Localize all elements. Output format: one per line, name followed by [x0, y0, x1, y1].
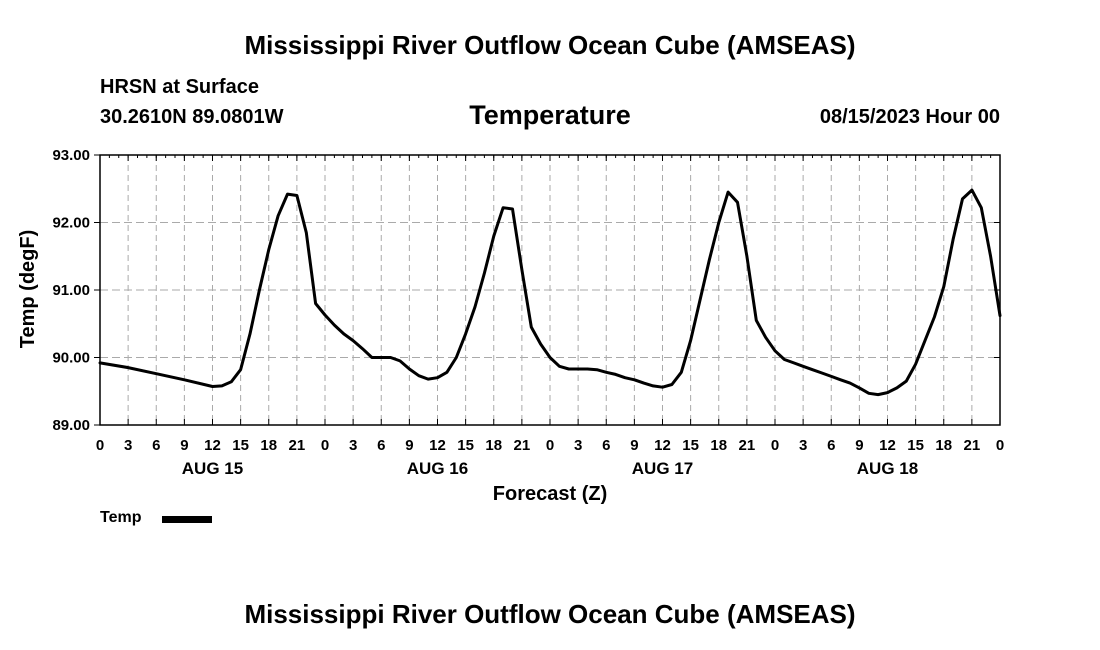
x-tick-label: 3 [124, 437, 132, 454]
x-tick-label: 6 [152, 437, 160, 454]
x-tick-label: 12 [429, 437, 446, 454]
x-tick-label: 0 [771, 437, 779, 454]
x-tick-label: 9 [180, 437, 188, 454]
legend-label: Temp [100, 509, 142, 526]
x-tick-label: 15 [232, 437, 249, 454]
x-tick-label: 12 [879, 437, 896, 454]
x-tick-label: 18 [485, 437, 502, 454]
x-tick-label: 9 [630, 437, 638, 454]
temp-series-line [98, 188, 1002, 397]
x-tick-label: 15 [682, 437, 699, 454]
day-label: AUG 17 [632, 459, 693, 478]
series-layer [98, 188, 1002, 397]
x-tick-label: 12 [654, 437, 671, 454]
x-tick-label: 6 [377, 437, 385, 454]
x-tick-label: 0 [996, 437, 1004, 454]
grid-lines [100, 155, 1000, 425]
station-name: HRSN at Surface [100, 76, 259, 98]
x-tick-label: 12 [204, 437, 221, 454]
x-tick-label: 0 [321, 437, 329, 454]
x-tick-label: 15 [457, 437, 474, 454]
x-axis-title: Forecast (Z) [493, 483, 607, 505]
x-tick-label: 3 [574, 437, 582, 454]
axes [94, 154, 1001, 426]
x-tick-label: 6 [827, 437, 835, 454]
x-tick-label: 9 [855, 437, 863, 454]
y-tick-label: 91.00 [52, 282, 90, 299]
x-tick-label: 15 [907, 437, 924, 454]
x-tick-label: 21 [514, 437, 531, 454]
day-label: AUG 16 [407, 459, 468, 478]
plot-border [99, 154, 1001, 426]
x-tick-label: 0 [546, 437, 554, 454]
y-tick-label: 93.00 [52, 147, 90, 164]
x-tick-label: 18 [710, 437, 727, 454]
run-time: 08/15/2023 Hour 00 [819, 106, 1000, 128]
x-tick-label: 9 [405, 437, 413, 454]
station-coordinates: 30.2610N 89.0801W [100, 106, 284, 128]
chart-title: Temperature [469, 100, 631, 130]
legend-swatch [162, 516, 212, 523]
tick-labels: 0 3 6 9 12 15 18 21 0 3 6 9 12 15 18 21 0 3 6 9 12 15 18 21 0 3 6 9… [52, 147, 1004, 478]
x-tick-label: 21 [964, 437, 981, 454]
x-tick-label: 3 [349, 437, 357, 454]
x-tick-label: 0 [96, 437, 104, 454]
x-tick-label: 6 [602, 437, 610, 454]
y-tick-label: 89.00 [52, 417, 90, 434]
main-title: Mississippi River Outflow Ocean Cube (AM… [244, 30, 856, 60]
y-tick-label: 92.00 [52, 215, 90, 232]
day-label: AUG 15 [182, 459, 243, 478]
y-axis-title: Temp (degF) [17, 230, 39, 349]
day-label: AUG 18 [857, 459, 918, 478]
temperature-chart: 0 3 6 9 12 15 18 21 0 3 6 9 12 15 18 21 0 3 6 9 12 15 18 21 0 3 6 9… [17, 147, 1004, 505]
x-tick-label: 18 [260, 437, 277, 454]
x-tick-label: 21 [739, 437, 756, 454]
footer-title: Mississippi River Outflow Ocean Cube (AM… [244, 599, 856, 629]
x-tick-label: 18 [935, 437, 952, 454]
x-tick-label: 21 [289, 437, 306, 454]
y-tick-label: 90.00 [52, 350, 90, 367]
x-tick-label: 3 [799, 437, 807, 454]
